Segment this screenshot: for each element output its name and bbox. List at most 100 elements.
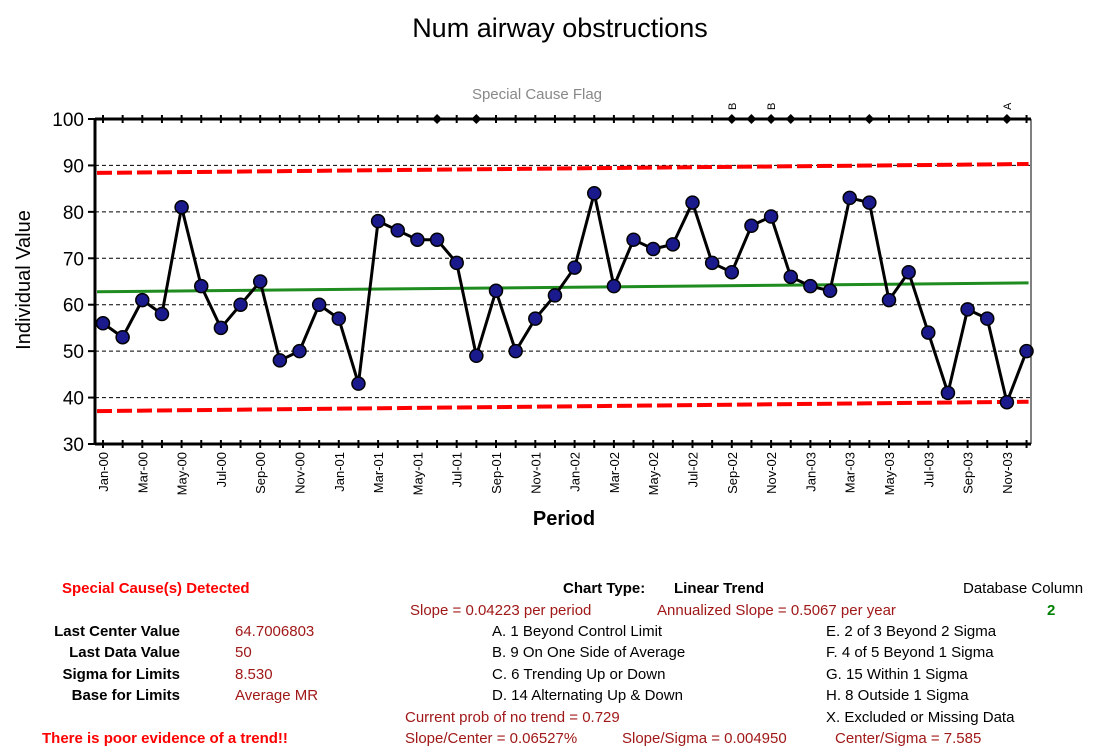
data-series — [95, 186, 1034, 410]
x-tick-label: Mar-00 — [135, 452, 150, 493]
y-tick-label: 100 — [52, 110, 84, 131]
data-point — [370, 213, 386, 229]
data-point — [803, 278, 818, 294]
gridlines — [95, 164, 1031, 399]
data-point — [135, 292, 150, 308]
chart-type-value: Linear Trend — [674, 580, 765, 597]
flag-letter: B — [727, 103, 739, 110]
data-point — [547, 288, 563, 303]
data-point — [862, 195, 877, 210]
data-point — [194, 278, 209, 294]
x-tick-label: Jan-02 — [568, 452, 583, 492]
data-point — [999, 394, 1015, 410]
y-axis-ticks: 30 40 50 60 70 80 90 100 — [52, 110, 95, 456]
x-tick-label: Mar-03 — [843, 452, 858, 493]
rule-e: E. 2 of 3 Beyond 2 Sigma — [826, 623, 997, 640]
chart-type-label: Chart Type: — [563, 580, 646, 597]
y-tick-label: 40 — [63, 389, 84, 410]
x-axis-ticks: Jan-00 Mar-00 May-00 Jul-00 Sep-00 Nov-00 Jan-… — [96, 115, 1028, 495]
x-tick-label: Jul-03 — [921, 452, 936, 487]
prob-no-trend: Current prob of no trend = 0.729 — [405, 709, 620, 726]
data-point — [508, 343, 523, 359]
control-chart: Num airway obstructions Special Cause Fl… — [13, 13, 1034, 530]
x-tick-label: Jan-03 — [803, 452, 818, 492]
data-point — [685, 195, 700, 210]
x-tick-label: May-02 — [646, 452, 661, 495]
x-tick-label: Jul-01 — [450, 452, 465, 487]
last-data-value: 50 — [235, 644, 252, 661]
data-point — [940, 385, 956, 401]
rule-g: G. 15 Within 1 Sigma — [826, 666, 968, 683]
database-column-label: Database Column — [963, 580, 1084, 597]
data-point — [763, 209, 779, 224]
data-point — [331, 311, 347, 326]
database-column-value: 2 — [1047, 602, 1056, 619]
data-point — [645, 241, 661, 257]
data-point — [1019, 343, 1034, 359]
rule-b: B. 9 On One Side of Average — [492, 644, 686, 661]
flag-letter: B — [766, 103, 778, 110]
flag-letter: A — [1002, 102, 1014, 110]
rule-a: A. 1 Beyond Control Limit — [492, 623, 663, 640]
data-point — [921, 325, 936, 340]
axes — [93, 117, 1032, 446]
trend-evidence: There is poor evidence of a trend!! — [42, 730, 288, 747]
x-tick-label: Sep-03 — [961, 452, 976, 494]
data-point — [960, 302, 975, 317]
data-point — [901, 264, 916, 280]
special-cause-detected: Special Cause(s) Detected — [62, 580, 250, 597]
annualized-slope-text: Annualized Slope = 0.5067 per year — [657, 602, 896, 619]
base-value: Average MR — [235, 687, 319, 704]
data-point — [213, 320, 229, 336]
slope-sigma: Slope/Sigma = 0.004950 — [622, 730, 787, 747]
x-tick-label: Mar-02 — [607, 452, 622, 493]
x-tick-label: May-03 — [882, 452, 897, 495]
data-point — [292, 343, 307, 359]
data-point — [980, 311, 995, 326]
data-point — [724, 264, 740, 280]
y-axis-title: Individual Value — [13, 210, 35, 350]
data-point — [567, 260, 582, 275]
data-point — [233, 297, 248, 312]
rule-h: H. 8 Outside 1 Sigma — [826, 687, 969, 704]
data-point — [606, 278, 622, 294]
x-axis-title: Period — [533, 508, 595, 530]
data-point — [469, 348, 484, 364]
y-tick-label: 50 — [63, 342, 84, 363]
x-tick-label: Sep-00 — [253, 452, 268, 494]
slope-text: Slope = 0.04223 per period — [410, 602, 592, 619]
rule-c: C. 6 Trending Up or Down — [492, 666, 666, 683]
y-tick-label: 70 — [63, 249, 84, 270]
lower-control-limit — [96, 399, 1029, 414]
x-tick-label: Nov-01 — [528, 452, 543, 494]
last-center-label: Last Center Value — [54, 623, 180, 640]
chart-title: Num airway obstructions — [412, 13, 708, 43]
data-point — [822, 283, 838, 299]
rule-f: F. 4 of 5 Beyond 1 Sigma — [826, 644, 994, 661]
y-tick-label: 60 — [63, 296, 84, 317]
x-tick-label: May-00 — [175, 452, 190, 495]
data-point — [783, 269, 798, 285]
y-tick-label: 90 — [63, 156, 84, 177]
x-tick-label: Jan-00 — [96, 452, 111, 492]
data-point — [744, 218, 759, 234]
x-tick-label: Nov-00 — [293, 452, 308, 494]
x-tick-label: Nov-03 — [1000, 452, 1015, 494]
x-tick-label: Sep-01 — [489, 452, 504, 494]
last-data-label: Last Data Value — [69, 644, 180, 661]
control-limit-lines — [96, 162, 1029, 414]
data-point — [252, 274, 268, 289]
data-point — [272, 353, 288, 368]
x-tick-label: Jul-02 — [686, 452, 701, 487]
x-tick-label: May-01 — [410, 452, 425, 495]
x-tick-label: Mar-01 — [371, 452, 386, 493]
data-point — [665, 237, 681, 252]
data-point — [95, 316, 111, 331]
data-point — [449, 255, 464, 271]
y-tick-label: 80 — [63, 203, 84, 224]
special-cause-flag-label: Special Cause Flag — [472, 86, 602, 103]
data-point — [587, 186, 602, 201]
base-label: Base for Limits — [71, 687, 180, 704]
data-point — [390, 223, 405, 238]
